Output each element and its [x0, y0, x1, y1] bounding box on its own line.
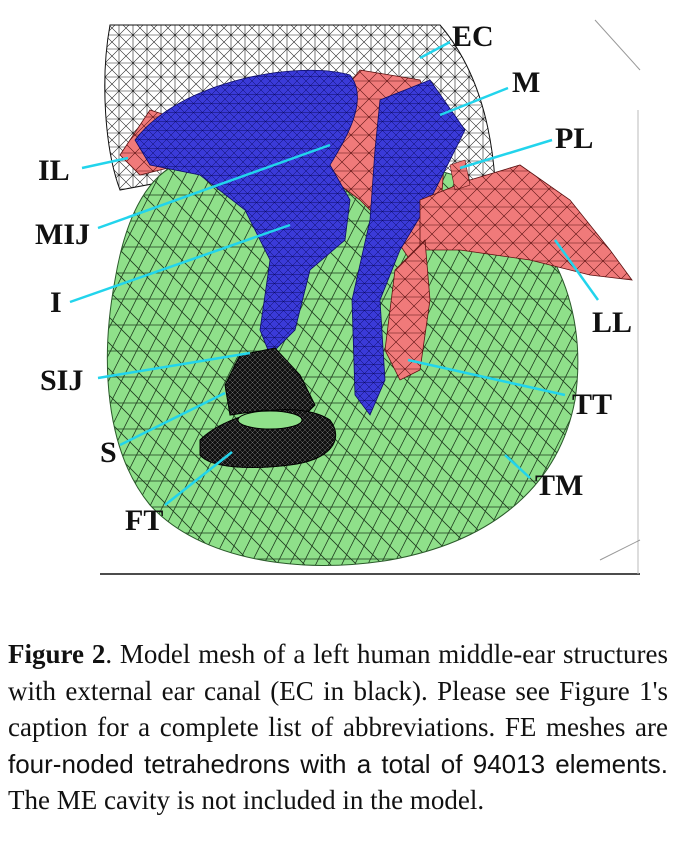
figure-frame — [100, 19, 641, 575]
leader-tt — [407, 358, 566, 397]
leader-lines — [69, 40, 600, 506]
tensor-tympani-mesh — [384, 239, 431, 381]
label-pl: PL — [555, 122, 593, 155]
malleus-handle-mesh — [351, 79, 466, 416]
label-il: IL — [38, 154, 70, 187]
middle-ear-mesh-figure: EC M PL IL MIJ I LL SIJ TT S TM FT — [35, 19, 641, 575]
label-tm: TM — [535, 469, 583, 502]
label-m: M — [512, 66, 540, 99]
leader-ec — [419, 40, 451, 60]
leader-m — [439, 86, 509, 117]
label-mij: MIJ — [35, 218, 90, 251]
incus-mesh — [134, 69, 358, 356]
leader-ft — [164, 451, 233, 506]
leader-tm — [504, 454, 531, 479]
ligament-ll-mesh — [419, 164, 633, 281]
label-sij: SIJ — [40, 364, 83, 397]
label-s: S — [100, 436, 117, 469]
leader-sij — [97, 351, 251, 380]
label-ft: FT — [125, 504, 163, 537]
caption-text-2: four-noded tetrahedrons with a total of … — [8, 748, 668, 779]
label-ll: LL — [592, 306, 632, 339]
leader-il — [81, 156, 129, 170]
label-i: I — [50, 286, 62, 319]
caption-text-3: The ME cavity is not included in the mod… — [8, 785, 485, 815]
leader-i — [69, 223, 291, 304]
figure-caption: Figure 2. Model mesh of a left human mid… — [8, 636, 668, 819]
label-ec: EC — [452, 20, 494, 53]
label-tt: TT — [572, 388, 612, 421]
leader-pl — [459, 138, 553, 170]
caption-label: Figure 2 — [8, 639, 106, 669]
leader-s — [119, 391, 226, 447]
leader-mij — [97, 143, 331, 230]
leader-ll — [553, 239, 600, 301]
caption-text-1: . Model mesh of a left human middle-ear … — [8, 639, 668, 742]
footplate-opening — [237, 410, 303, 430]
